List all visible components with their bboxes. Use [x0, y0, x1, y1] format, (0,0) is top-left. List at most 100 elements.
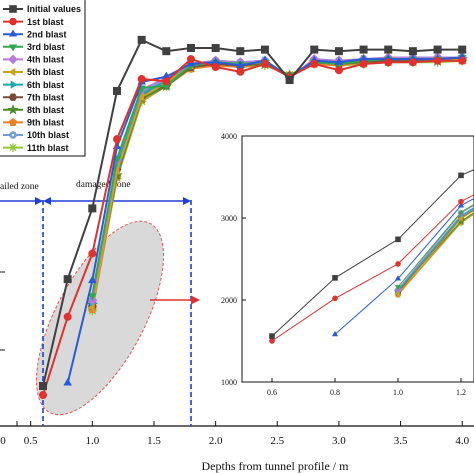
legend-box	[0, 0, 86, 157]
x-tick-label: 0	[0, 435, 6, 447]
legend-label: 11th blast	[27, 143, 69, 153]
x-tick-label: 1.5	[147, 435, 161, 447]
inset-y-tick-label: 2000	[221, 296, 237, 305]
data-point	[384, 58, 393, 67]
failed-zone-arrow	[0, 197, 43, 205]
series-initial-values	[39, 35, 467, 390]
legend-item: 9th blast	[3, 118, 64, 128]
legend-marker	[8, 44, 18, 52]
data-point	[211, 63, 220, 72]
legend-item: 5th blast	[3, 67, 64, 77]
legend-item: 10th blast	[3, 130, 69, 140]
data-point	[186, 55, 195, 64]
legend-marker	[8, 67, 16, 77]
data-point	[63, 378, 72, 386]
data-point	[458, 56, 467, 65]
inset-data-point	[458, 198, 464, 205]
inset-data-point	[395, 236, 401, 243]
data-point	[88, 249, 97, 258]
legend-label: 6th blast	[27, 80, 64, 90]
inset-x-tick-label: 1.2	[456, 388, 466, 397]
inset-data-point	[457, 210, 465, 216]
legend-item: Initial values	[3, 4, 81, 14]
legend-item: 8th blast	[3, 104, 64, 115]
inset-data-point	[331, 330, 339, 337]
legend: Initial values 1st blast 2nd blast 3rd blas…	[0, 0, 86, 157]
data-point	[162, 47, 171, 56]
damaged-zone-label: damaged zone	[76, 180, 131, 190]
data-point	[310, 45, 319, 54]
inset-series-3rd-blast	[394, 203, 474, 291]
x-tick-label: 2.5	[270, 435, 284, 447]
legend-label: 3rd blast	[27, 42, 65, 52]
inset-plot-area	[269, 169, 474, 344]
legend-label: 1st blast	[27, 17, 64, 27]
inset-series-group	[269, 169, 474, 344]
data-point	[458, 45, 467, 54]
legend-marker	[7, 104, 19, 115]
data-point	[334, 47, 343, 56]
data-point	[63, 312, 72, 321]
inset-data-point	[332, 275, 338, 281]
inset-x-tick-label: 1.0	[393, 388, 403, 397]
main-series-group	[39, 35, 468, 400]
x-tick-label: 3.5	[394, 435, 408, 447]
x-tick-label: 4.0	[455, 435, 469, 447]
data-point	[236, 47, 245, 56]
inset-series-initial-values	[269, 169, 474, 339]
inset-data-point	[269, 338, 275, 344]
data-point	[433, 56, 442, 65]
data-point	[112, 87, 121, 96]
legend-marker	[8, 117, 18, 126]
inset-y-tick-label: 4000	[221, 132, 237, 141]
legend-item: 4th blast	[3, 54, 64, 65]
inset-series-1st-blast	[269, 194, 474, 344]
data-point	[186, 44, 195, 53]
inset-x-tick-label: 0.6	[267, 388, 277, 397]
data-point	[408, 47, 417, 56]
legend-label: 9th blast	[27, 118, 64, 128]
legend-item: 11th blast	[3, 143, 69, 153]
data-point	[359, 45, 368, 54]
inset-data-point	[458, 172, 464, 179]
data-point	[39, 391, 48, 400]
inset-data-point	[332, 295, 338, 302]
x-tick-label: 3.0	[332, 435, 346, 447]
data-point	[88, 293, 97, 301]
inset-x-tick-label: 0.8	[330, 388, 340, 397]
failed-zone-label: ailed zone	[0, 182, 39, 192]
data-point	[433, 45, 442, 54]
legend-item: 7th blast	[3, 92, 64, 102]
legend-item: 1st blast	[3, 17, 64, 27]
legend-marker	[8, 93, 18, 101]
data-point	[359, 59, 368, 68]
data-point	[334, 66, 343, 75]
data-point	[408, 58, 417, 67]
inset-y-tick-label: 1000	[221, 378, 237, 387]
inset-pointer-arrow	[150, 295, 200, 305]
series-line	[42, 38, 463, 387]
x-axis-title: Depths from tunnel profile / m	[202, 459, 350, 473]
inset-data-point	[457, 215, 463, 222]
data-point	[88, 275, 97, 284]
data-point	[39, 381, 48, 390]
data-point	[236, 67, 245, 76]
series-1st-blast	[39, 55, 467, 400]
inset-data-point	[395, 261, 401, 267]
legend-marker	[8, 143, 18, 153]
damaged-zone-arrow	[43, 197, 191, 205]
data-point	[334, 57, 344, 65]
legend-marker	[8, 54, 18, 65]
legend-item: 6th blast	[3, 80, 64, 90]
inset-data-point	[394, 275, 402, 281]
legend-label: 10th blast	[27, 130, 69, 140]
legend-marker-center	[11, 133, 15, 137]
x-tick-label: 2.0	[209, 435, 223, 447]
inset-series-2nd-blast	[331, 197, 474, 337]
data-point	[260, 45, 269, 54]
legend-label: 2nd blast	[27, 29, 67, 39]
x-tick-label: 0.5	[24, 435, 38, 447]
data-point	[384, 45, 393, 54]
legend-label: 7th blast	[27, 92, 64, 102]
